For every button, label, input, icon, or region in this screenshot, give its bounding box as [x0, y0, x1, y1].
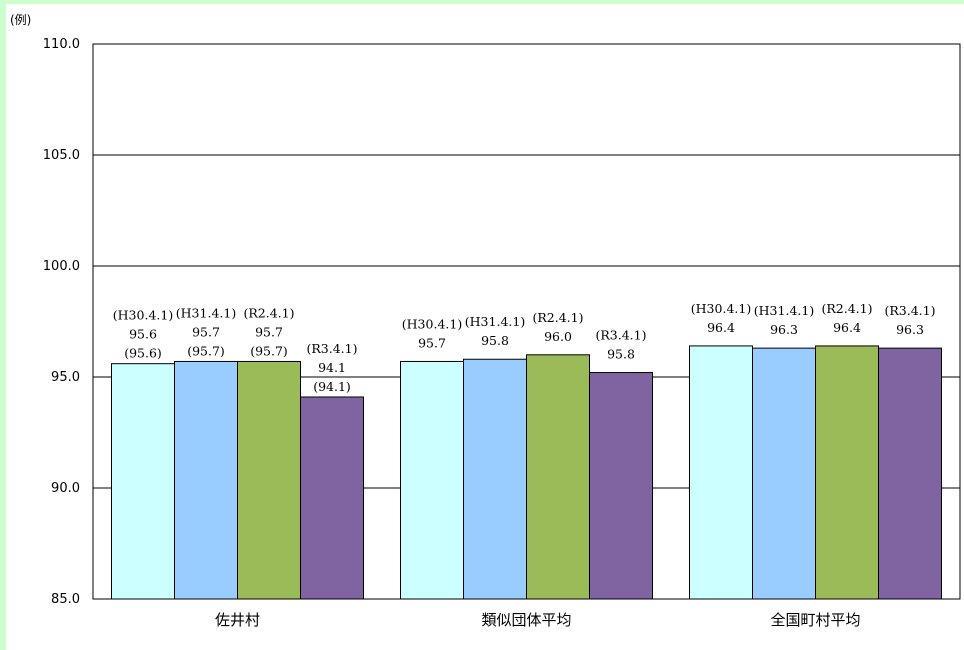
- bar: [174, 360, 238, 600]
- y-tick-label: 85.0: [51, 592, 80, 607]
- bar-series-label: (H31.4.1): [465, 314, 525, 329]
- bar: [400, 360, 464, 600]
- bar-series-label: (H30.4.1): [402, 316, 462, 331]
- y-tick-label: 95.0: [51, 370, 80, 385]
- bar: [237, 360, 301, 600]
- bar-value-label: 96.3: [770, 322, 798, 337]
- bar: [526, 354, 590, 600]
- bar: [589, 372, 653, 600]
- y-tick-label: 105.0: [43, 148, 80, 163]
- bar: [111, 363, 175, 600]
- bar-value-label: 95.8: [607, 347, 635, 362]
- bar-value-label: 96.4: [833, 320, 861, 335]
- bar-series-label: (H30.4.1): [691, 301, 751, 316]
- bar-paren-label: (95.7): [250, 343, 288, 358]
- x-category-label: 全国町村平均: [770, 611, 860, 629]
- x-category-label: 佐井村: [215, 611, 260, 629]
- x-category-label: 類似団体平均: [481, 611, 571, 629]
- bar: [689, 345, 753, 600]
- bar: [878, 347, 942, 600]
- bar-value-label: 96.4: [707, 320, 735, 335]
- bar-value-label: 94.1: [318, 360, 346, 375]
- bar-series-label: (R3.4.1): [307, 341, 358, 356]
- y-tick-label: 90.0: [51, 481, 80, 496]
- bar-series-label: (R2.4.1): [244, 305, 295, 320]
- bar-paren-label: (95.7): [187, 343, 225, 358]
- bar-series-label: (R2.4.1): [533, 310, 584, 325]
- bar-series-label: (H30.4.1): [113, 308, 173, 323]
- bar: [752, 347, 816, 600]
- bar-value-label: 95.7: [418, 335, 446, 350]
- bar-value-label: 95.7: [192, 324, 220, 339]
- bar-paren-label: (95.6): [124, 346, 162, 361]
- bar: [815, 345, 879, 600]
- bar: [463, 358, 527, 600]
- y-tick-label: 110.0: [43, 37, 80, 52]
- bar-series-label: (R3.4.1): [596, 328, 647, 343]
- bar-value-label: 95.7: [255, 324, 283, 339]
- bar-series-label: (R2.4.1): [822, 301, 873, 316]
- bar-value-label: 95.6: [129, 327, 157, 342]
- bar: [300, 396, 364, 600]
- bar-value-label: 95.8: [481, 333, 509, 348]
- bar-value-label: 96.0: [544, 329, 572, 344]
- y-unit-label: (例): [10, 13, 31, 27]
- bar-chart: (例) 85.0 90.0 95.0 100.0 105.0 110.0 (95.6) 95.6…: [10, 13, 961, 629]
- bar-series-label: (R3.4.1): [885, 303, 936, 318]
- plot-area-border: [92, 43, 961, 600]
- bar-series-label: (H31.4.1): [176, 305, 236, 320]
- bar-paren-label: (94.1): [313, 379, 351, 394]
- y-tick-label: 100.0: [43, 259, 80, 274]
- bar-value-label: 96.3: [896, 322, 924, 337]
- bar-series-label: (H31.4.1): [754, 303, 814, 318]
- chart-frame: (例) 85.0 90.0 95.0 100.0 105.0 110.0 (95.6) 95.6…: [6, 4, 964, 650]
